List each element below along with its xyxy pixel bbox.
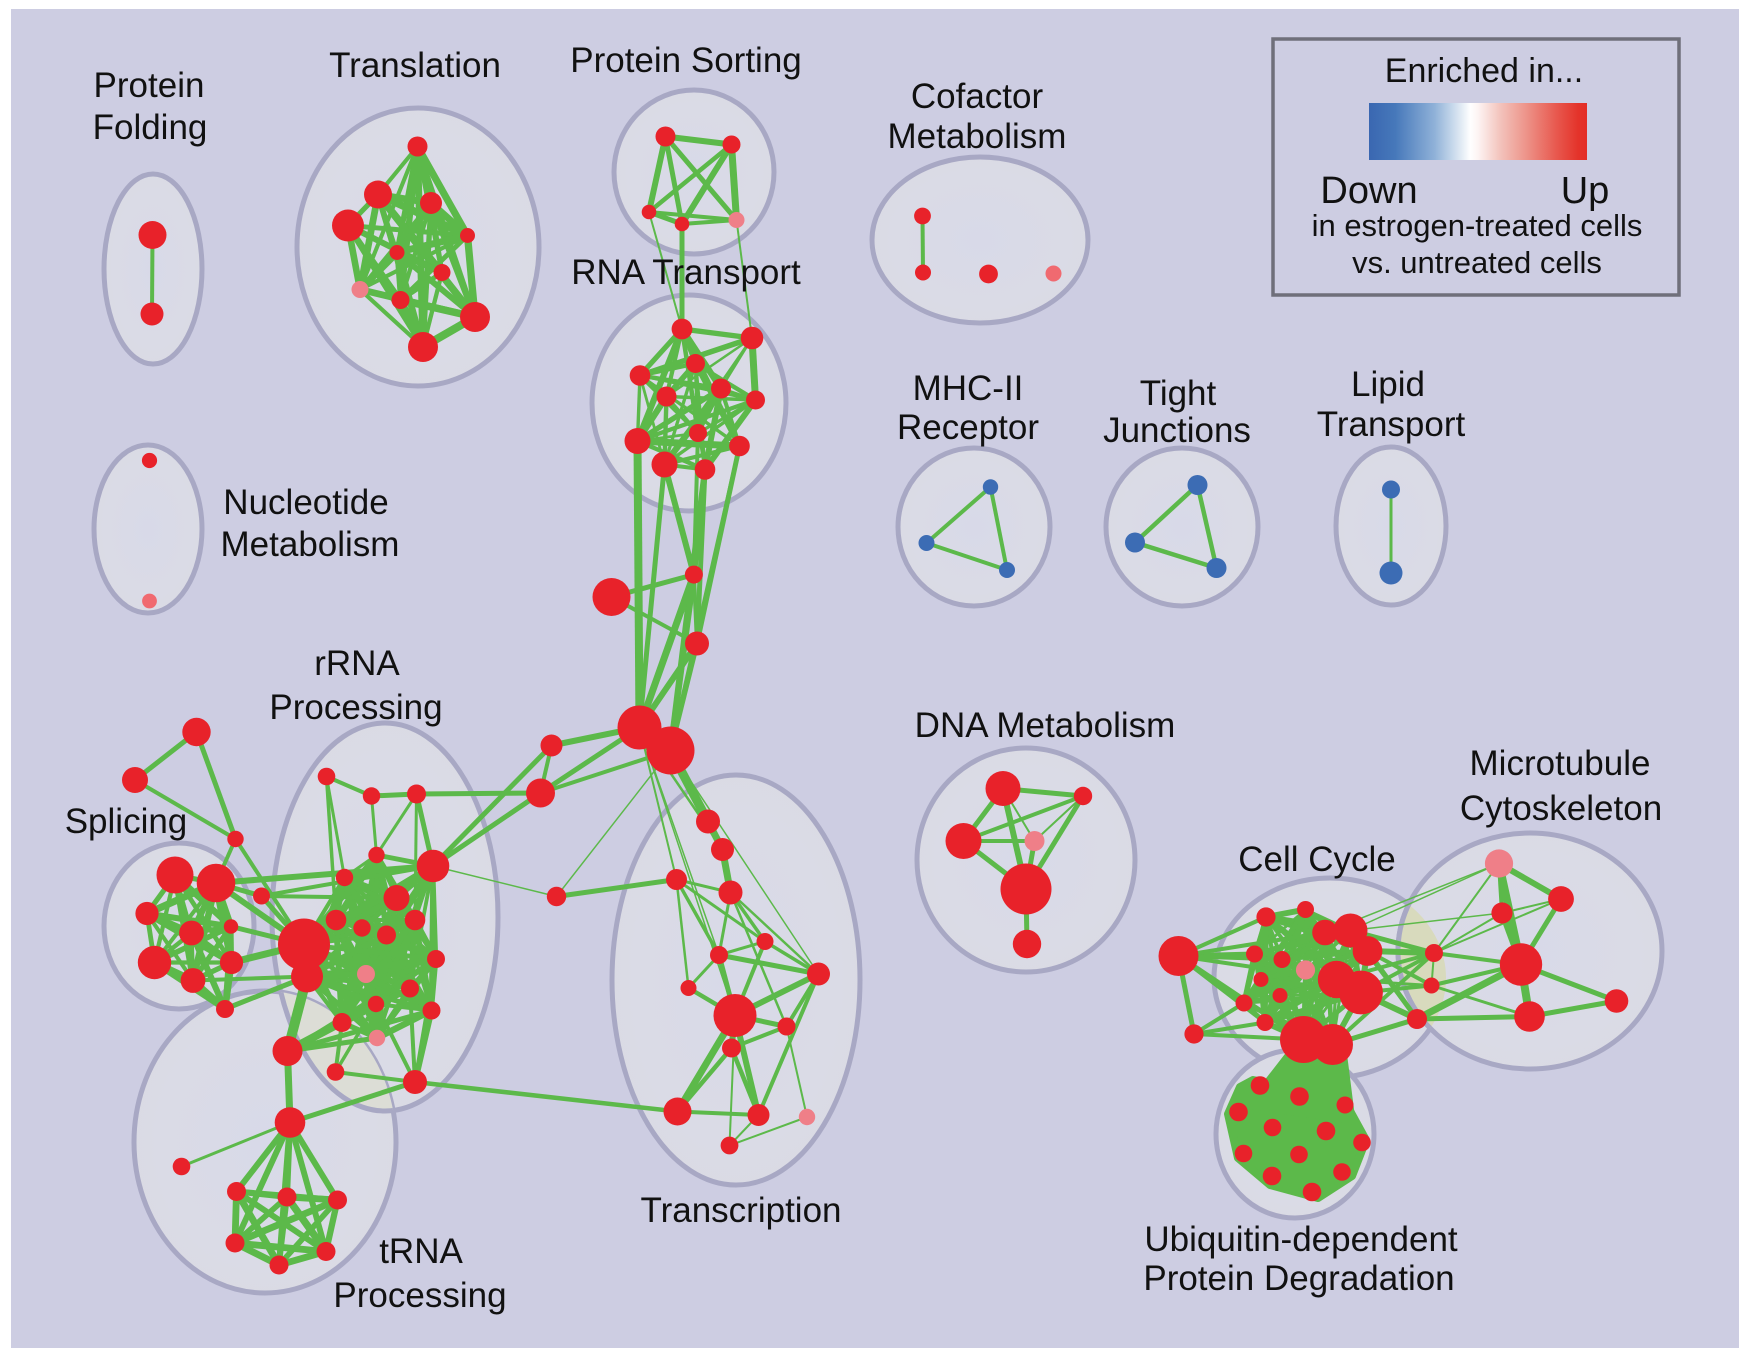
svg-text:Metabolism: Metabolism	[888, 117, 1067, 156]
svg-text:Cytoskeleton: Cytoskeleton	[1460, 789, 1662, 828]
svg-text:MHC-II: MHC-II	[913, 369, 1024, 408]
svg-text:Tight: Tight	[1140, 374, 1217, 413]
svg-text:Transport: Transport	[1317, 405, 1466, 444]
svg-text:Microtubule: Microtubule	[1470, 744, 1651, 783]
svg-text:Junctions: Junctions	[1103, 411, 1251, 450]
svg-text:Translation: Translation	[329, 46, 501, 85]
svg-text:Metabolism: Metabolism	[221, 525, 400, 564]
svg-text:Protein Degradation: Protein Degradation	[1143, 1259, 1454, 1298]
svg-text:Protein Sorting: Protein Sorting	[570, 41, 802, 80]
svg-text:Ubiquitin-dependent: Ubiquitin-dependent	[1144, 1220, 1458, 1259]
svg-text:Cofactor: Cofactor	[911, 77, 1044, 116]
svg-text:Processing: Processing	[333, 1276, 506, 1315]
svg-text:vs. untreated cells: vs. untreated cells	[1352, 245, 1602, 280]
svg-text:Splicing: Splicing	[65, 802, 188, 841]
svg-text:DNA Metabolism: DNA Metabolism	[915, 706, 1176, 745]
svg-text:rRNA: rRNA	[314, 644, 400, 683]
svg-text:RNA Transport: RNA Transport	[571, 253, 801, 292]
svg-text:Protein: Protein	[94, 66, 205, 105]
svg-text:Lipid: Lipid	[1351, 365, 1425, 404]
svg-text:Processing: Processing	[269, 688, 442, 727]
svg-text:Transcription: Transcription	[641, 1191, 842, 1230]
svg-text:Down: Down	[1320, 170, 1417, 212]
svg-text:Enriched in...: Enriched in...	[1385, 52, 1583, 90]
svg-text:in estrogen-treated cells: in estrogen-treated cells	[1312, 208, 1643, 243]
svg-text:Up: Up	[1561, 170, 1610, 212]
svg-text:Cell Cycle: Cell Cycle	[1238, 840, 1396, 879]
svg-text:Nucleotide: Nucleotide	[223, 483, 388, 522]
svg-text:Folding: Folding	[93, 108, 208, 147]
svg-text:tRNA: tRNA	[379, 1232, 463, 1271]
svg-text:Receptor: Receptor	[897, 408, 1039, 447]
